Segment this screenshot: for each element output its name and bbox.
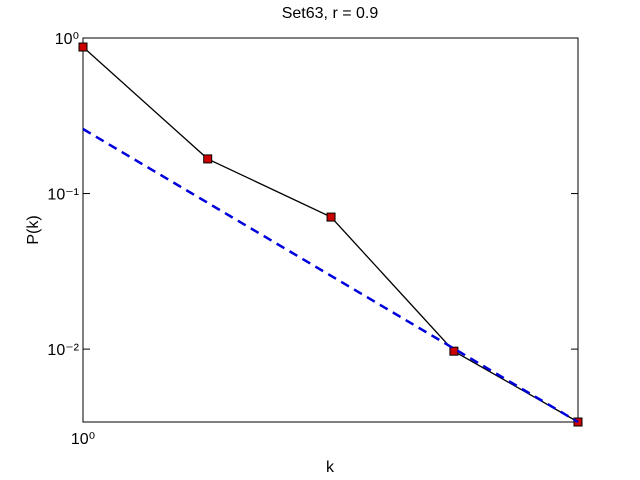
y-tick-label: 10⁻² bbox=[47, 342, 79, 359]
y-tick-label: 10⁻¹ bbox=[47, 187, 79, 204]
series-line bbox=[82, 127, 579, 424]
data-point bbox=[326, 212, 336, 222]
data-point bbox=[449, 346, 459, 356]
data-point bbox=[78, 42, 88, 52]
x-axis-label: k bbox=[326, 459, 335, 476]
plot-area bbox=[82, 37, 579, 423]
y-axis-label: P(k) bbox=[25, 215, 42, 244]
x-tick-label: 10⁰ bbox=[71, 431, 95, 448]
y-tick-label: 10⁰ bbox=[55, 31, 79, 48]
data-point bbox=[203, 154, 213, 164]
chart-title: Set63, r = 0.9 bbox=[282, 5, 379, 22]
